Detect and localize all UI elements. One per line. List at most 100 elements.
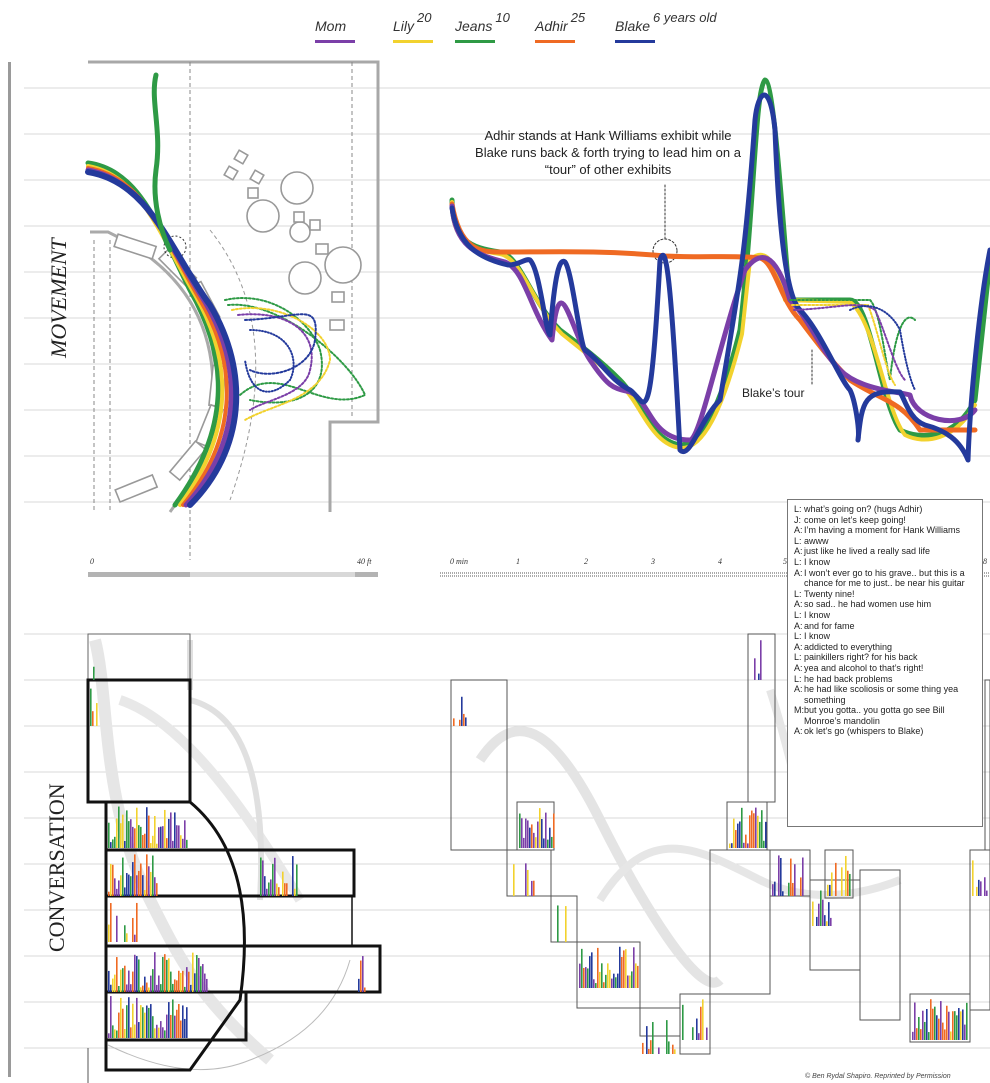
speech-bar (122, 857, 124, 896)
speech-bar (124, 1029, 126, 1038)
transcript-line: A: yea and alcohol to that’s right! (794, 663, 976, 674)
speech-bar (156, 984, 158, 992)
speech-bar (166, 838, 168, 848)
speech-bar (120, 969, 122, 992)
transcript-text: I won’t ever go to his grave.. but this … (804, 567, 965, 589)
speech-bar (158, 1027, 160, 1038)
speech-bar (186, 1007, 188, 1038)
speech-bar (108, 891, 110, 896)
speech-bar (831, 872, 833, 896)
speech-bar (619, 946, 621, 988)
speech-bar (617, 973, 619, 988)
transcript-speaker: A: (794, 726, 803, 737)
legend-swatch (315, 40, 355, 43)
speech-bar (110, 863, 112, 896)
transcript-text: and for fame (804, 620, 855, 631)
transcript-text: ok let’s go (whispers to Blake) (804, 726, 924, 737)
speech-bar (930, 999, 932, 1040)
speech-bar (108, 924, 110, 942)
speech-bar (132, 862, 134, 896)
speech-bar (972, 860, 974, 896)
speech-bar (274, 857, 276, 896)
speech-bar (114, 1029, 116, 1038)
speech-bar (611, 978, 613, 988)
transcript-speaker: L: (794, 504, 802, 514)
speech-bar (140, 987, 142, 992)
speech-bar (142, 875, 144, 896)
speech-bar (154, 1028, 156, 1038)
speech-bar (130, 984, 132, 992)
speech-bar (140, 1005, 142, 1038)
speech-bar (112, 839, 114, 848)
speech-bar (818, 903, 820, 926)
speech-bar (162, 956, 164, 992)
speech-bar (976, 886, 978, 896)
speech-bar (739, 821, 741, 848)
transcript-speaker: L: (794, 609, 802, 620)
floor-plan-paths (85, 72, 367, 508)
speech-bar (114, 836, 116, 848)
speech-bar (962, 1009, 964, 1040)
speech-bar (138, 870, 140, 896)
speech-bar (946, 1005, 948, 1040)
speech-bar (136, 875, 138, 896)
speech-bar (144, 890, 146, 896)
speech-bar (587, 968, 589, 988)
speech-bar (142, 985, 144, 992)
speech-bar (802, 857, 804, 896)
transcript-speaker: A: (794, 525, 803, 536)
speech-bar (120, 823, 122, 848)
speech-bar (635, 963, 637, 988)
transcript-text: so sad.. he had women use him (804, 599, 932, 610)
speech-bar (178, 825, 180, 848)
speech-bar (114, 878, 116, 896)
speech-bar (841, 867, 843, 896)
legend-swatch (535, 40, 575, 43)
speech-bar (108, 1033, 110, 1038)
speech-bar (166, 959, 168, 992)
speech-bar (597, 947, 599, 988)
speech-bar (637, 965, 639, 988)
speech-bar (747, 843, 749, 848)
transcript-speaker: M: (794, 705, 804, 716)
transcript-speaker: L: (794, 673, 802, 684)
speech-bar (603, 982, 605, 988)
speech-bar (749, 815, 751, 848)
transcript-text: Twenty nine! (804, 588, 855, 599)
speech-bar (174, 812, 176, 848)
speech-bar (792, 882, 794, 896)
speech-bar (272, 863, 274, 896)
speech-bar (136, 997, 138, 1038)
speech-bar (589, 956, 591, 988)
speech-bar (960, 1011, 962, 1040)
speech-bar (829, 884, 831, 896)
speech-bar (794, 864, 796, 896)
speech-bar (134, 854, 136, 896)
speech-bar (148, 1007, 150, 1038)
speech-bar (758, 673, 760, 680)
speech-bar (114, 974, 116, 992)
speech-bar (168, 1002, 170, 1038)
speech-bar (751, 810, 753, 848)
speech-bar (547, 839, 549, 848)
speech-bar (122, 1008, 124, 1038)
transcript-line: A: so sad.. he had women use him (794, 599, 976, 610)
speech-bar (936, 1015, 938, 1040)
speech-bar (950, 1031, 952, 1040)
speech-bar (136, 902, 138, 942)
speech-bar (674, 1049, 676, 1054)
speech-bar (198, 957, 200, 992)
speech-bar (154, 815, 156, 848)
speech-bar (132, 917, 134, 942)
speech-bar (156, 843, 158, 848)
speech-bar (182, 1005, 184, 1038)
speech-bar (934, 1006, 936, 1040)
speech-bar (537, 821, 539, 848)
speech-bar (112, 1025, 114, 1038)
speech-bar (948, 1011, 950, 1040)
transcript-line: L: Twenty nine! (794, 589, 976, 600)
speech-bar (916, 1028, 918, 1040)
speech-bar (706, 1027, 708, 1040)
speech-bar (583, 967, 585, 988)
speech-bar (136, 956, 138, 992)
